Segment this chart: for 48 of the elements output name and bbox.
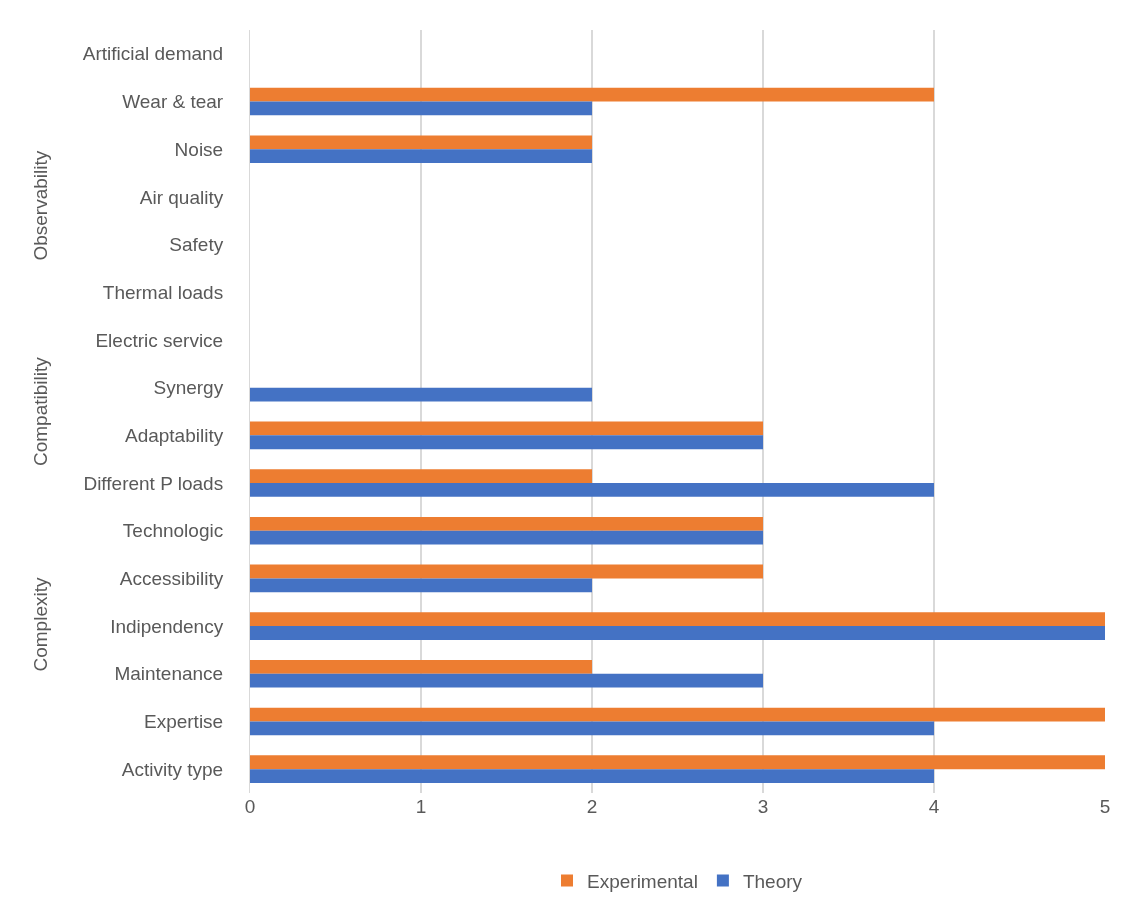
y-tick-label: Adaptability [124, 424, 224, 446]
x-tick-label: 0 [244, 796, 256, 817]
y-tick-label: Synergy [153, 377, 224, 399]
y-tick-label: Technologic [122, 520, 224, 542]
y-tick-label: Expertise [144, 711, 224, 733]
x-tick-label: 5 [1099, 796, 1111, 817]
y-tick-label: Air quality [139, 186, 224, 208]
text: Observability [30, 150, 52, 261]
bar [250, 516, 763, 531]
x-tick-label: 4 [928, 796, 940, 817]
bar [250, 421, 763, 436]
y-tick-label: Indipendency [110, 615, 224, 637]
bar [250, 135, 592, 150]
y-tick-label: Maintenance [114, 663, 224, 685]
y-tick-label: Different P loads [83, 472, 224, 494]
bar [250, 387, 592, 402]
y-tick-label: Accessibility [119, 568, 224, 590]
x-tick-label: 3 [757, 796, 769, 817]
text: Compatibility [30, 356, 52, 467]
bar [250, 469, 592, 484]
y-tick-label: Noise [174, 138, 224, 160]
bar [250, 721, 934, 736]
bar [250, 659, 592, 674]
bar [250, 530, 763, 545]
y-tick-label: Thermal loads [102, 281, 224, 303]
y-tick-label: Electric service [95, 329, 224, 351]
legend-label: Theory [742, 870, 803, 892]
bar [250, 483, 934, 497]
legend-label: Experimental [587, 870, 698, 892]
bar [250, 87, 934, 102]
text: Complexity [29, 577, 51, 672]
bar [250, 755, 1105, 770]
bar [250, 435, 763, 450]
bar [250, 578, 592, 593]
y-tick-label: Safety [169, 234, 224, 256]
y-tick-label: Activity type [121, 758, 224, 780]
x-tick-label: 2 [586, 796, 598, 817]
bar [250, 612, 1105, 627]
x-tick-label: 1 [415, 796, 427, 817]
bar [250, 564, 763, 579]
bar [250, 626, 1105, 640]
y-tick-label: Wear & tear [122, 91, 224, 113]
bar [250, 673, 763, 688]
bar [250, 149, 592, 164]
y-tick-label: Artificial demand [82, 43, 224, 65]
bar [250, 101, 592, 116]
bar [250, 707, 1105, 722]
bar [250, 769, 934, 783]
